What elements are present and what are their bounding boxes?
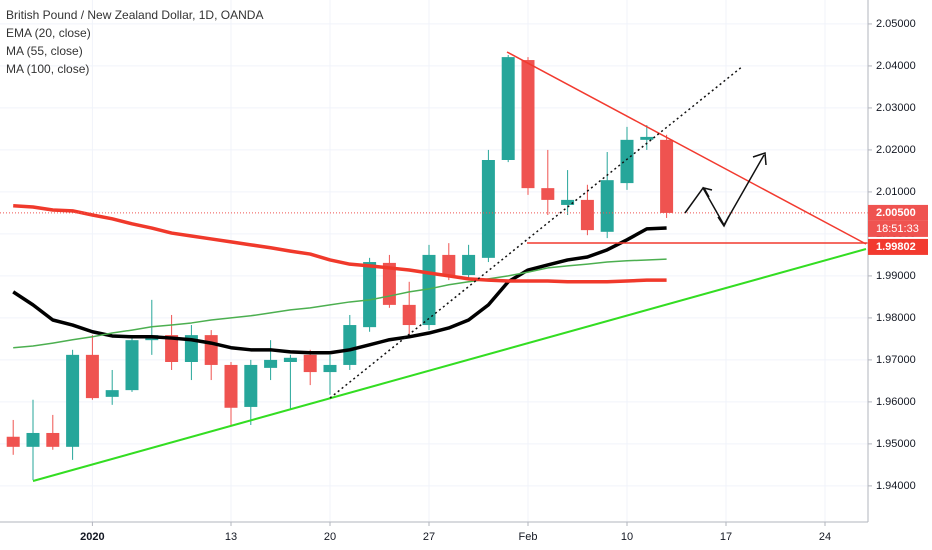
candle-body bbox=[224, 364, 238, 408]
legend-entry: EMA (20, close) bbox=[6, 26, 91, 40]
candle-body bbox=[323, 364, 337, 373]
support-trendline bbox=[32, 248, 867, 482]
y-tick-label: 1.98000 bbox=[876, 312, 916, 324]
candle-body bbox=[283, 357, 297, 362]
price-label: 1.99802 bbox=[876, 241, 916, 253]
chart-title: British Pound / New Zealand Dollar, 1D, … bbox=[6, 8, 263, 22]
candle-body bbox=[66, 354, 80, 447]
candle-body bbox=[85, 354, 99, 399]
ma-line bbox=[13, 204, 667, 284]
price-label-box bbox=[868, 238, 928, 255]
price-label: 2.00500 bbox=[876, 207, 916, 219]
candle-body bbox=[660, 139, 674, 213]
y-tick-label: 1.99000 bbox=[876, 270, 916, 282]
candle-body bbox=[640, 136, 654, 140]
candle-body bbox=[442, 254, 456, 276]
arrow-tick bbox=[702, 186, 713, 198]
candle-body bbox=[402, 304, 416, 326]
candle-body bbox=[303, 354, 317, 373]
y-tick-label: 1.97000 bbox=[876, 354, 916, 366]
arrow-head bbox=[717, 215, 730, 228]
candle-body bbox=[363, 262, 377, 328]
candle-body bbox=[244, 364, 258, 407]
candle-body bbox=[343, 325, 357, 365]
x-tick-label: 20 bbox=[324, 531, 336, 543]
y-tick-label: 2.01000 bbox=[876, 186, 916, 198]
resistance-trendline bbox=[506, 51, 867, 245]
candle-body bbox=[382, 262, 396, 305]
x-tick-label: 27 bbox=[423, 531, 435, 543]
y-tick-label: 1.94000 bbox=[876, 480, 916, 492]
candle-body bbox=[125, 340, 139, 391]
drawings bbox=[32, 51, 868, 482]
dotted-trendline bbox=[329, 65, 744, 399]
candle-body bbox=[105, 390, 119, 397]
candle-body bbox=[600, 180, 614, 232]
countdown: 18:51:33 bbox=[876, 223, 919, 235]
candle-body bbox=[264, 359, 278, 368]
x-tick-label: 13 bbox=[225, 531, 237, 543]
legend-entry: MA (55, close) bbox=[6, 44, 83, 58]
price-label-box bbox=[868, 204, 928, 221]
candle-body bbox=[204, 335, 218, 365]
candle-body bbox=[541, 188, 555, 200]
y-tick-label: 2.04000 bbox=[876, 60, 916, 72]
candle-body bbox=[561, 199, 575, 205]
y-tick-label: 2.05000 bbox=[876, 18, 916, 30]
candle-body bbox=[462, 254, 476, 276]
candle-body bbox=[26, 432, 40, 447]
candle-body bbox=[580, 199, 594, 231]
legend-entry: MA (100, close) bbox=[6, 62, 89, 76]
x-tick-label: 10 bbox=[621, 531, 633, 543]
arrow-head bbox=[752, 151, 767, 166]
y-tick-label: 2.03000 bbox=[876, 102, 916, 114]
y-tick-label: 1.96000 bbox=[876, 396, 916, 408]
x-tick-label: 24 bbox=[819, 531, 831, 543]
y-tick-label: 2.02000 bbox=[876, 144, 916, 156]
candle-body bbox=[46, 432, 60, 447]
candle-body bbox=[165, 335, 179, 362]
candle-body bbox=[481, 160, 495, 258]
ma-line bbox=[12, 226, 667, 355]
projection-arrow bbox=[684, 154, 765, 227]
candle-body bbox=[620, 139, 634, 184]
candle-body bbox=[501, 57, 515, 161]
countdown-box bbox=[868, 220, 928, 237]
x-tick-label: 2020 bbox=[80, 531, 104, 543]
x-tick-label: Feb bbox=[519, 531, 538, 543]
x-tick-label: 17 bbox=[720, 531, 732, 543]
candle-body bbox=[521, 60, 535, 189]
marks bbox=[0, 55, 868, 481]
candle-body bbox=[6, 436, 20, 447]
ma-line bbox=[13, 258, 667, 349]
y-tick-label: 1.95000 bbox=[876, 438, 916, 450]
